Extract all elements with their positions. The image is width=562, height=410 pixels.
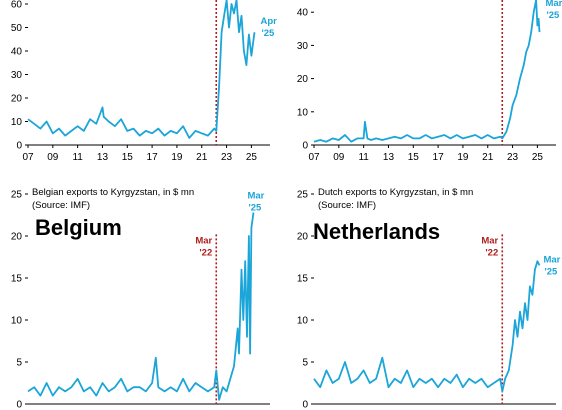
event-label-month: Mar xyxy=(481,235,498,246)
panel-netherlands: Dutch exports to Kyrgyzstan, in $ mn (So… xyxy=(297,187,561,410)
y-tick-label: 0 xyxy=(302,400,308,410)
y-tick-label: 10 xyxy=(297,107,309,118)
y-tick-label: 10 xyxy=(11,316,23,327)
x-tick-label: 09 xyxy=(333,152,345,163)
x-tick-label: 17 xyxy=(147,152,159,163)
x-tick-label: 19 xyxy=(457,152,469,163)
y-tick-label: 30 xyxy=(297,41,309,52)
y-tick-label: 25 xyxy=(11,190,23,201)
event-label-month: Mar xyxy=(195,235,212,246)
y-tick-label: 5 xyxy=(16,358,22,369)
y-tick-label: 15 xyxy=(297,274,309,285)
x-tick-label: 21 xyxy=(196,152,208,163)
x-tick-label: 17 xyxy=(433,152,445,163)
y-tick-label: 0 xyxy=(16,400,22,410)
y-tick-label: 20 xyxy=(11,232,23,243)
x-tick-label: 15 xyxy=(408,152,420,163)
event-label-year: '22 xyxy=(485,247,498,258)
y-tick-label: 10 xyxy=(297,316,309,327)
chart-title: Belgian exports to Kyrgyzstan, in $ mn xyxy=(32,187,194,198)
y-tick-label: 20 xyxy=(297,74,309,85)
x-tick-label: 23 xyxy=(507,152,519,163)
y-tick-label: 0 xyxy=(302,141,308,152)
y-tick-label: 0 xyxy=(16,141,22,152)
x-tick-label: 09 xyxy=(47,152,59,163)
y-tick-label: 5 xyxy=(302,358,308,369)
country-label: Belgium xyxy=(35,215,122,240)
chart-source: (Source: IMF) xyxy=(318,200,376,211)
x-tick-label: 25 xyxy=(532,152,544,163)
panel-belgium: Belgian exports to Kyrgyzstan, in $ mn (… xyxy=(11,187,270,410)
x-tick-label: 25 xyxy=(246,152,258,163)
x-tick-label: 21 xyxy=(482,152,494,163)
series-line xyxy=(27,212,255,401)
x-tick-label: 23 xyxy=(221,152,233,163)
series-line xyxy=(27,0,256,139)
end-label-month: Apr xyxy=(260,16,277,27)
end-label-year: '25 xyxy=(544,266,558,277)
y-tick-label: 10 xyxy=(11,117,23,128)
end-label-month: Mar xyxy=(543,254,560,265)
x-axis-ticks: 07 09 11 13 15 17 19 21 23 25 xyxy=(308,145,543,163)
x-tick-label: 11 xyxy=(358,152,369,163)
y-tick-label: 50 xyxy=(11,23,23,34)
y-tick-label: 30 xyxy=(11,70,23,81)
event-label-year: '22 xyxy=(199,247,212,258)
series-line xyxy=(313,260,541,393)
y-axis-ticks: 0 10 20 30 40 xyxy=(297,8,314,152)
y-tick-label: 25 xyxy=(297,190,309,201)
y-tick-label: 60 xyxy=(11,0,23,11)
x-tick-label: 07 xyxy=(22,152,34,163)
chart-title: Dutch exports to Kyrgyzstan, in $ mn xyxy=(318,187,473,198)
x-tick-label: 11 xyxy=(72,152,83,163)
x-tick-label: 19 xyxy=(171,152,183,163)
x-tick-label: 13 xyxy=(97,152,109,163)
x-axis-ticks: 07 09 11 13 15 17 19 21 23 25 xyxy=(22,145,257,163)
y-tick-label: 40 xyxy=(297,8,309,19)
y-tick-label: 40 xyxy=(11,47,23,58)
y-tick-label: 20 xyxy=(11,94,23,105)
end-label-year: '25 xyxy=(248,202,262,213)
x-tick-label: 13 xyxy=(383,152,395,163)
y-tick-label: 15 xyxy=(11,274,23,285)
y-axis-ticks: 0 5 10 15 20 25 xyxy=(297,190,314,410)
y-tick-label: 20 xyxy=(297,232,309,243)
series-line xyxy=(313,0,541,143)
end-label-year: '25 xyxy=(546,10,560,21)
end-label-year: '25 xyxy=(261,28,275,39)
y-axis-ticks: 0 10 20 30 40 50 60 xyxy=(11,0,28,152)
x-tick-label: 07 xyxy=(308,152,320,163)
country-label: Netherlands xyxy=(313,219,440,244)
x-tick-label: 15 xyxy=(122,152,134,163)
y-axis-ticks: 0 5 10 15 20 25 xyxy=(11,190,28,410)
chart-source: (Source: IMF) xyxy=(32,200,90,211)
end-label-month: Mar xyxy=(247,190,264,201)
end-label-month: Mar xyxy=(545,0,562,9)
panel-top-left: 0 10 20 30 40 50 60 07 09 11 13 15 17 19 21 23 25 Apr '… xyxy=(11,0,277,163)
panel-top-right: 0 10 20 30 40 07 09 11 13 15 17 19 21 23 25 Mar '25 xyxy=(297,0,562,163)
